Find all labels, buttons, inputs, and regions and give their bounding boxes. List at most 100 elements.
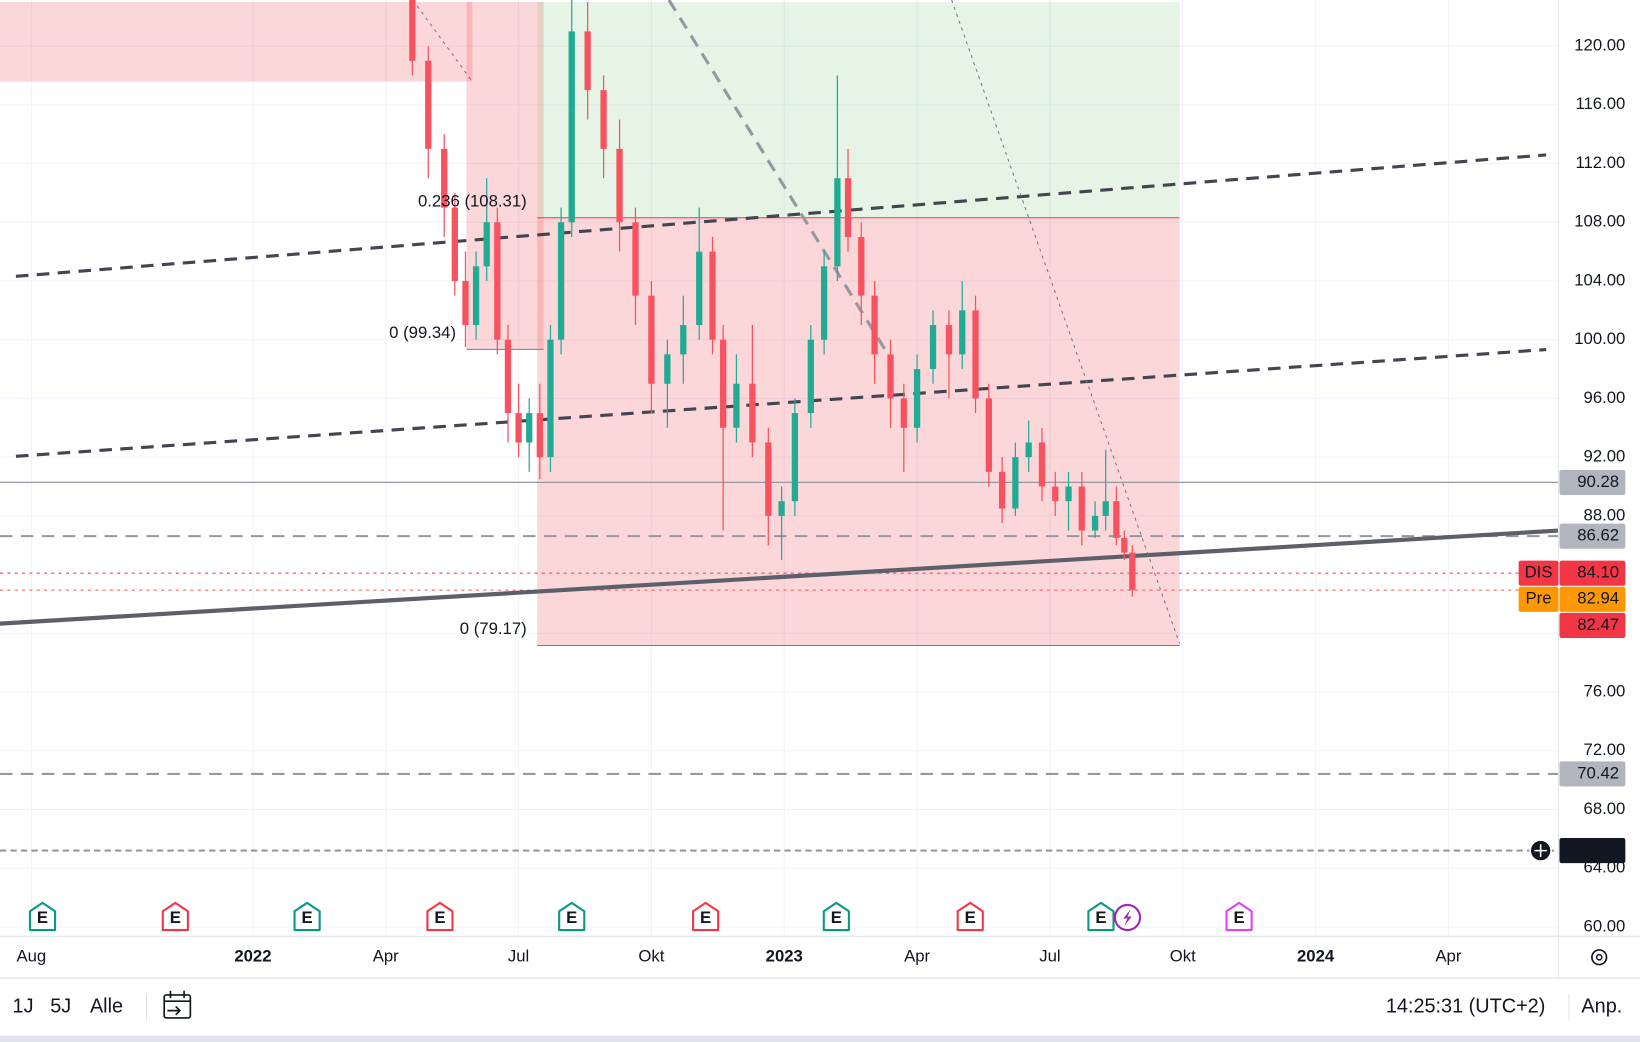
y-tick-label: 88.00 <box>1584 505 1626 524</box>
earnings-marker[interactable] <box>1225 901 1253 932</box>
candle-body <box>887 354 894 399</box>
y-tick-label: 112.00 <box>1575 153 1625 172</box>
x-tick-label: 2022 <box>234 947 271 966</box>
x-tick-label: 2024 <box>1297 947 1335 966</box>
candle-body <box>1012 457 1019 509</box>
y-tick-label: 108.00 <box>1574 212 1625 231</box>
candle-body <box>536 413 543 458</box>
earnings-label: E <box>37 908 48 927</box>
x-tick-label: Okt <box>638 947 664 966</box>
candle-body <box>472 266 480 326</box>
fib-labels: 0.236 (108.31) 0 (99.34) 0 (79.17) <box>389 191 527 638</box>
levels <box>0 217 1559 852</box>
calendar-icon[interactable] <box>163 994 192 1019</box>
candle-body <box>1102 501 1109 516</box>
goto-date-button[interactable] <box>163 990 192 1019</box>
earnings-label: E <box>566 908 577 927</box>
y-tick-label: 60.00 <box>1584 916 1626 935</box>
candle-body <box>494 222 501 340</box>
y-tick-label: 76.00 <box>1584 681 1626 700</box>
candle-body <box>632 222 639 296</box>
candle-body <box>1078 486 1085 531</box>
candle-body <box>985 398 992 472</box>
earnings-marker[interactable] <box>1087 901 1115 932</box>
earnings-marker[interactable] <box>956 901 984 932</box>
price-tag <box>1559 469 1626 495</box>
earnings-marker[interactable] <box>161 901 189 932</box>
range-button[interactable]: 1J <box>13 996 34 1018</box>
price-tag-label: 90.28 <box>1577 472 1619 491</box>
symbol-tag-label: Pre <box>1526 589 1552 608</box>
price-tag <box>1559 586 1626 612</box>
candle-body <box>664 354 671 384</box>
symbol-tag <box>1518 560 1559 586</box>
x-tick-label: Aug <box>16 947 46 966</box>
symbol-tag-label: DIS <box>1525 563 1553 582</box>
price-tag-label: 86.62 <box>1577 526 1619 545</box>
y-tick-label: 120.00 <box>1574 36 1625 55</box>
bolt-icon <box>1123 909 1132 926</box>
candle-body <box>1038 442 1046 487</box>
gear-icon[interactable] <box>1591 949 1608 966</box>
settings-button[interactable] <box>1591 949 1608 966</box>
range-button[interactable]: 5J <box>50 996 71 1018</box>
candle-body <box>568 31 575 223</box>
fib-label: 0.236 (108.31) <box>418 191 527 210</box>
earnings-marker[interactable] <box>28 901 57 932</box>
price-tag <box>1559 523 1626 549</box>
earnings-label: E <box>1234 908 1245 927</box>
x-tick-label: Apr <box>373 947 399 966</box>
gear-icon-center <box>1595 953 1603 961</box>
earnings-label: E <box>831 908 842 927</box>
adjust-button[interactable]: Anp. <box>1581 996 1622 1018</box>
x-tick-label: Jul <box>1039 947 1060 966</box>
earnings-label: E <box>302 908 313 927</box>
candle-body <box>749 383 756 443</box>
candle-body <box>778 501 785 516</box>
earnings-marker[interactable] <box>822 901 850 932</box>
trendline <box>15 347 1547 458</box>
earnings-marker[interactable] <box>293 901 321 932</box>
candle-body <box>409 0 416 61</box>
candle-body <box>791 413 799 502</box>
candle-body <box>600 90 607 149</box>
y-tick-label: 92.00 <box>1584 447 1626 466</box>
candle-body <box>720 339 727 428</box>
price-tag-label: 65.20 <box>1577 840 1619 859</box>
x-tick-label: 2023 <box>766 947 803 966</box>
price-tag <box>1559 560 1626 586</box>
candle-body <box>844 178 852 237</box>
candle-body <box>834 178 841 267</box>
candle-body <box>616 148 623 223</box>
trendline <box>667 0 891 357</box>
candle-body <box>929 325 937 370</box>
clock[interactable]: 14:25:31 (UTC+2) <box>1386 996 1545 1018</box>
range-button[interactable]: Alle <box>90 996 123 1018</box>
earnings-marker[interactable] <box>692 901 720 932</box>
candle-body <box>900 398 907 428</box>
earnings-marker[interactable] <box>558 901 586 932</box>
candle-body <box>959 310 966 355</box>
earnings-label: E <box>1095 908 1106 927</box>
y-tick-label: 104.00 <box>1574 270 1625 289</box>
candle-body <box>462 280 469 326</box>
y-tick-label: 96.00 <box>1584 388 1626 407</box>
x-tick-label: Jul <box>508 947 529 966</box>
candle-body <box>515 413 522 443</box>
price-tag-label: 82.94 <box>1577 589 1619 608</box>
price-tag-label: 84.10 <box>1577 563 1619 582</box>
earnings-label: E <box>700 908 711 927</box>
y-tick-label: 100.00 <box>1574 329 1625 348</box>
earnings-marker[interactable] <box>426 901 454 932</box>
candle-body <box>680 325 687 355</box>
candle-body <box>1091 515 1099 531</box>
price-tag <box>1559 761 1626 787</box>
y-tick-label: 72.00 <box>1584 740 1626 759</box>
trendlines <box>0 0 1559 644</box>
y-tick-label: 68.00 <box>1584 799 1626 818</box>
candle-body <box>1113 501 1120 538</box>
candle-body <box>945 325 953 355</box>
fib-label: 0 (99.34) <box>389 323 456 342</box>
